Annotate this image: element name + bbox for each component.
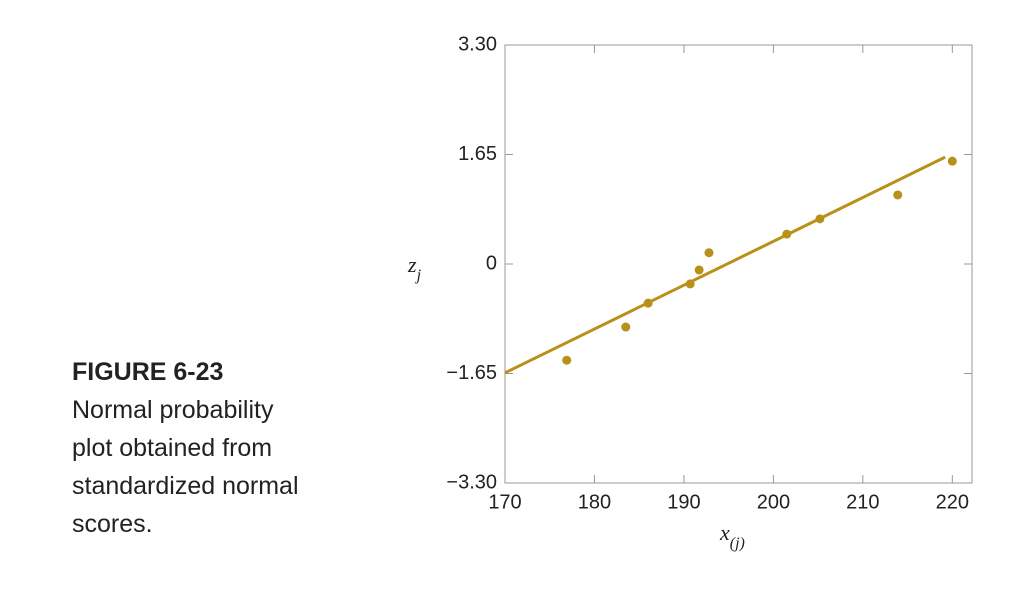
y-axis-label: zj bbox=[407, 252, 422, 284]
x-tick-label: 190 bbox=[667, 491, 700, 513]
data-point bbox=[815, 214, 825, 224]
x-tick-label: 200 bbox=[757, 491, 790, 513]
data-point bbox=[685, 279, 695, 289]
data-point bbox=[621, 322, 631, 332]
data-point bbox=[782, 229, 792, 239]
y-tick-label: −3.30 bbox=[446, 471, 497, 493]
data-point bbox=[893, 190, 903, 200]
x-tick-label: 180 bbox=[578, 491, 611, 513]
data-point bbox=[562, 355, 572, 365]
caption-line: Normal probability bbox=[72, 396, 274, 424]
y-label-subscript: j bbox=[415, 267, 422, 284]
caption-line: scores. bbox=[72, 510, 153, 538]
plot-frame bbox=[504, 44, 973, 484]
y-label-symbol: z bbox=[407, 252, 417, 277]
y-tick-label: 1.65 bbox=[458, 143, 497, 165]
x-tick-label: 170 bbox=[488, 491, 521, 513]
x-tick-label: 220 bbox=[936, 491, 969, 513]
x-label-subscript: (j) bbox=[730, 535, 745, 552]
data-point bbox=[704, 248, 714, 258]
caption-line: standardized normal bbox=[72, 472, 299, 500]
data-point bbox=[694, 265, 704, 275]
caption-line: plot obtained from bbox=[72, 434, 272, 462]
y-tick-label: 3.30 bbox=[458, 33, 497, 55]
data-point bbox=[947, 156, 957, 166]
fit-line bbox=[504, 155, 946, 375]
y-tick-label: 0 bbox=[486, 252, 497, 274]
x-axis-label: x(j) bbox=[719, 520, 745, 552]
caption-label: FIGURE 6-23 bbox=[72, 358, 223, 386]
y-tick-label: −1.65 bbox=[446, 362, 497, 384]
x-tick-label: 210 bbox=[846, 491, 879, 513]
data-point bbox=[643, 298, 653, 308]
x-label-symbol: x bbox=[719, 520, 730, 545]
